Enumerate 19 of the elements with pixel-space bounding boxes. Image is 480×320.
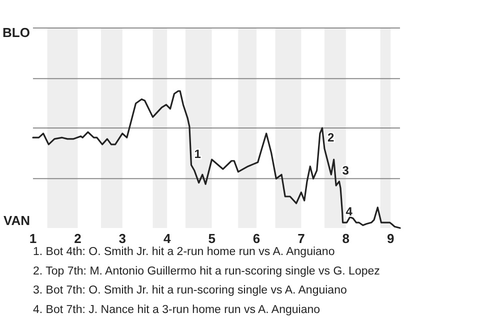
annotation: 3 (342, 163, 350, 178)
x-tick-label: 4 (163, 231, 172, 246)
annotation: 4 (346, 204, 353, 219)
text: 4. Bot 7th: J. Nance hit a 3-run home run vs A. Anguiano (33, 304, 320, 316)
x-tick-label: 8 (342, 231, 350, 246)
text: 1. Bot 4th: O. Smith Jr. hit a 2-run home run vs A. Anguiano (33, 246, 335, 258)
annotation: 1 (194, 146, 202, 161)
annotation: 2 (327, 130, 334, 145)
x-tick-label: 5 (208, 231, 216, 246)
x-tick-label: 7 (298, 231, 305, 246)
text: 3. Bot 7th: O. Smith Jr. hit a run-scoring single vs A. Anguiano (33, 284, 347, 297)
text: BLO (2, 25, 30, 40)
x-tick-label: 1 (29, 231, 37, 246)
x-tick-label: 3 (118, 231, 126, 246)
text: VAN (4, 213, 30, 228)
x-tick-label: 6 (252, 231, 260, 246)
x-tick-label: 9 (386, 231, 394, 246)
text: 2. Top 7th: M. Antonio Guillermo hit a run-scoring single vs G. Lopez (33, 265, 380, 278)
x-tick-label: 2 (74, 231, 82, 246)
